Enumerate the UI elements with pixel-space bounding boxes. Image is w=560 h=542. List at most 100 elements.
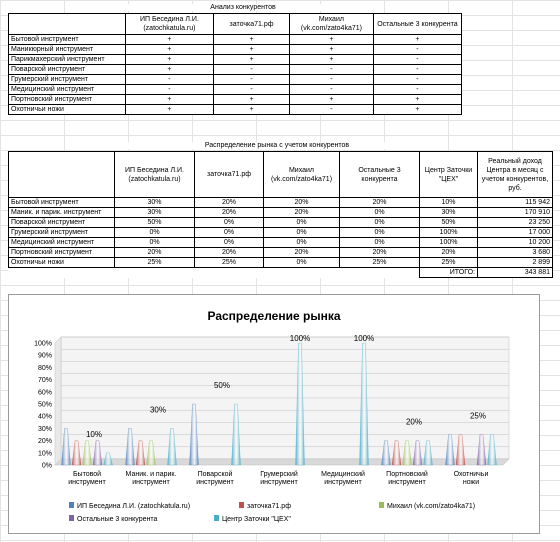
empty-cell — [115, 268, 195, 278]
chart-bar[interactable] — [103, 452, 113, 466]
empty-cell — [340, 268, 420, 278]
chart-bar[interactable] — [61, 428, 71, 466]
y-tick-label: 40% — [38, 414, 52, 421]
chart-bar[interactable] — [82, 440, 92, 466]
row-label: Грумерский инструмент — [8, 227, 115, 238]
market-distribution-chart[interactable]: Распределение рынка 0% 10% 20% 30% 40% 50% 60% 7… — [8, 294, 540, 534]
table-cell: + — [124, 34, 215, 45]
legend-label[interactable]: Центр Заточки "ЦЕХ" — [222, 516, 291, 523]
legend-label[interactable]: заточка71.рф — [247, 503, 291, 510]
chart-side-wall — [54, 336, 62, 466]
table-cell: - — [289, 64, 374, 75]
legend-swatch — [69, 515, 74, 521]
table-cell: 20% — [114, 247, 195, 258]
chart-bar[interactable] — [487, 434, 497, 466]
chart-bar[interactable] — [359, 342, 369, 466]
table-cell: 25% — [339, 257, 420, 268]
table-cell: + — [372, 94, 463, 105]
table-cell: + — [289, 54, 374, 65]
x-tick-label: инструмент — [388, 479, 426, 486]
table-cell: 0% — [194, 217, 264, 228]
table-cell: 50% — [114, 217, 195, 228]
table-cell: - — [212, 64, 291, 75]
table-cell: 20% — [263, 207, 340, 218]
column-header — [8, 13, 126, 35]
table-cell: 20% — [263, 247, 340, 258]
legend-swatch — [69, 502, 74, 508]
table-cell: 20% — [194, 247, 264, 258]
x-tick-label: Портновский — [386, 470, 428, 478]
table-cell: 17 000 — [477, 227, 553, 238]
table-cell: 30% — [419, 207, 478, 218]
row-label: Охотничьи ножи — [8, 104, 126, 115]
table-cell: 20% — [194, 197, 264, 208]
y-tick-label: 30% — [38, 426, 52, 433]
row-label: Портновский инструмент — [8, 94, 126, 105]
chart-floor — [54, 458, 510, 466]
table-cell: + — [212, 44, 291, 55]
x-tick-label: Грумерский — [260, 470, 298, 478]
table-cell: 23 250 — [477, 217, 553, 228]
chart-bar[interactable] — [455, 434, 466, 466]
chart-bar[interactable] — [295, 342, 305, 466]
table-row: Охотничьи ножи + + - + — [8, 104, 463, 115]
table-cell: - — [372, 54, 463, 65]
chart-bar[interactable] — [412, 440, 423, 466]
y-tick-label: 20% — [38, 438, 52, 445]
legend-swatch — [214, 515, 219, 521]
table-row: Бытовой инструмент 30% 20% 20% 20% 10% 115 942 — [8, 197, 553, 208]
chart-bar[interactable] — [135, 440, 146, 466]
table-cell: 170 910 — [477, 207, 553, 218]
chart-bar[interactable] — [189, 403, 199, 466]
competitor-analysis-table: ИП Беседина Л.И. (zatochkatula.ru) заточк… — [8, 13, 463, 115]
chart-bar[interactable] — [445, 434, 455, 466]
x-tick-label: инструмент — [260, 479, 298, 486]
x-tick-label: Медицинский — [321, 470, 365, 478]
table-cell: + — [372, 34, 463, 45]
x-tick-label: Бытовой — [73, 470, 101, 478]
chart-bar[interactable] — [167, 428, 177, 466]
table-cell: 20% — [339, 247, 420, 258]
competitor-analysis-title: Анализ конкурентов — [107, 4, 379, 11]
y-tick-label: 10% — [38, 450, 52, 457]
chart-bar[interactable] — [381, 440, 391, 466]
chart-bar[interactable] — [391, 440, 402, 466]
chart-bar[interactable] — [125, 428, 135, 466]
table-cell: 25% — [419, 257, 478, 268]
chart-title: Распределение рынка — [207, 309, 340, 323]
chart-bar[interactable] — [92, 440, 103, 466]
table-cell: 50% — [419, 217, 478, 228]
y-tick-label: 50% — [38, 402, 52, 409]
chart-bar[interactable] — [476, 434, 487, 466]
row-label: Медицинский инструмент — [8, 237, 115, 248]
chart-bar[interactable] — [423, 440, 433, 466]
table-row: Парикмахерский инструмент + + + - — [8, 54, 463, 65]
row-label: Поварской инструмент — [8, 217, 115, 228]
table-cell: 25% — [114, 257, 195, 268]
y-tick-label: 90% — [38, 353, 52, 360]
empty-cell — [264, 268, 340, 278]
legend-label[interactable]: Михаил (vk.com/zato4ka71) — [387, 503, 475, 510]
table-cell: + — [289, 44, 374, 55]
table-cell: + — [212, 54, 291, 65]
empty-cell — [195, 268, 264, 278]
table-row: Охотничьи ножи 25% 25% 0% 25% 25% 2 899 — [8, 257, 553, 268]
legend-label[interactable]: ИП Беседина Л.И. (zatochkatula.ru) — [77, 503, 190, 510]
chart-bar[interactable] — [231, 403, 241, 466]
chart-bar[interactable] — [402, 440, 412, 466]
table-cell: 25% — [194, 257, 264, 268]
table-cell: - — [372, 64, 463, 75]
table-cell: + — [212, 94, 291, 105]
total-row: ИТОГО: 343 881 — [9, 267, 553, 278]
chart-bar[interactable] — [146, 440, 156, 466]
row-label: Охотничьи ножи — [8, 257, 115, 268]
row-label: Поварской инструмент — [8, 64, 126, 75]
chart-bar[interactable] — [71, 440, 82, 466]
row-label: Грумерский инструмент — [8, 74, 126, 85]
x-tick-label: ножи — [463, 479, 479, 486]
column-header: Остальные 3 конкурента — [339, 151, 420, 198]
data-label: 20% — [406, 418, 422, 427]
legend-label[interactable]: Остальные 3 конкурента — [77, 516, 158, 523]
row-label: Маник. и парик. инструмент — [8, 207, 115, 218]
x-tick-label: инструмент — [196, 479, 234, 486]
